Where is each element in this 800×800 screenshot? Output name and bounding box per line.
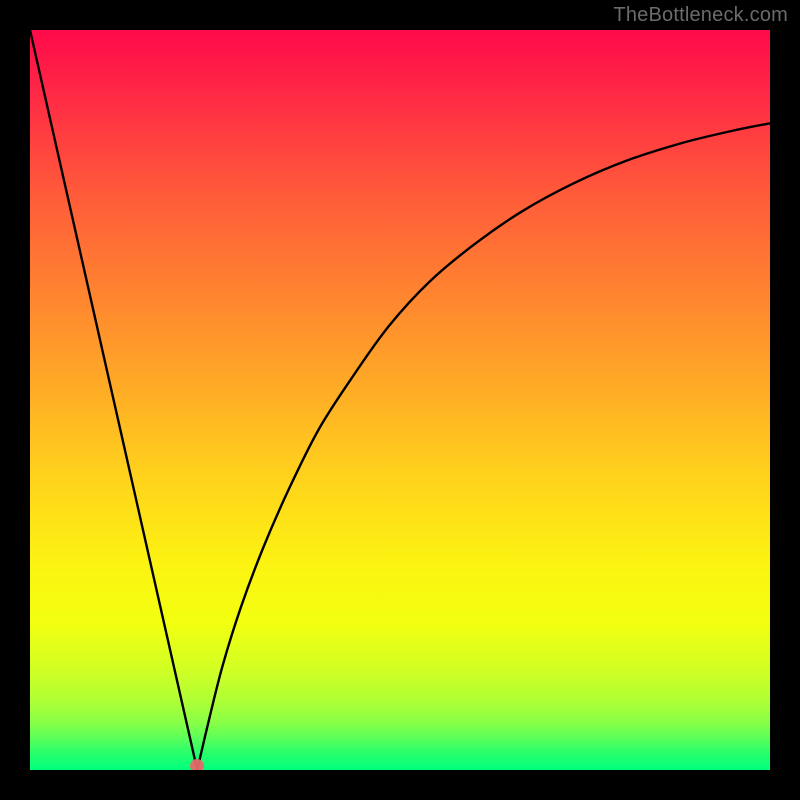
minimum-marker	[190, 759, 204, 770]
chart-curve	[30, 30, 770, 770]
watermark: TheBottleneck.com	[613, 4, 788, 27]
bottleneck-chart	[30, 30, 770, 770]
curve-path	[30, 30, 770, 770]
